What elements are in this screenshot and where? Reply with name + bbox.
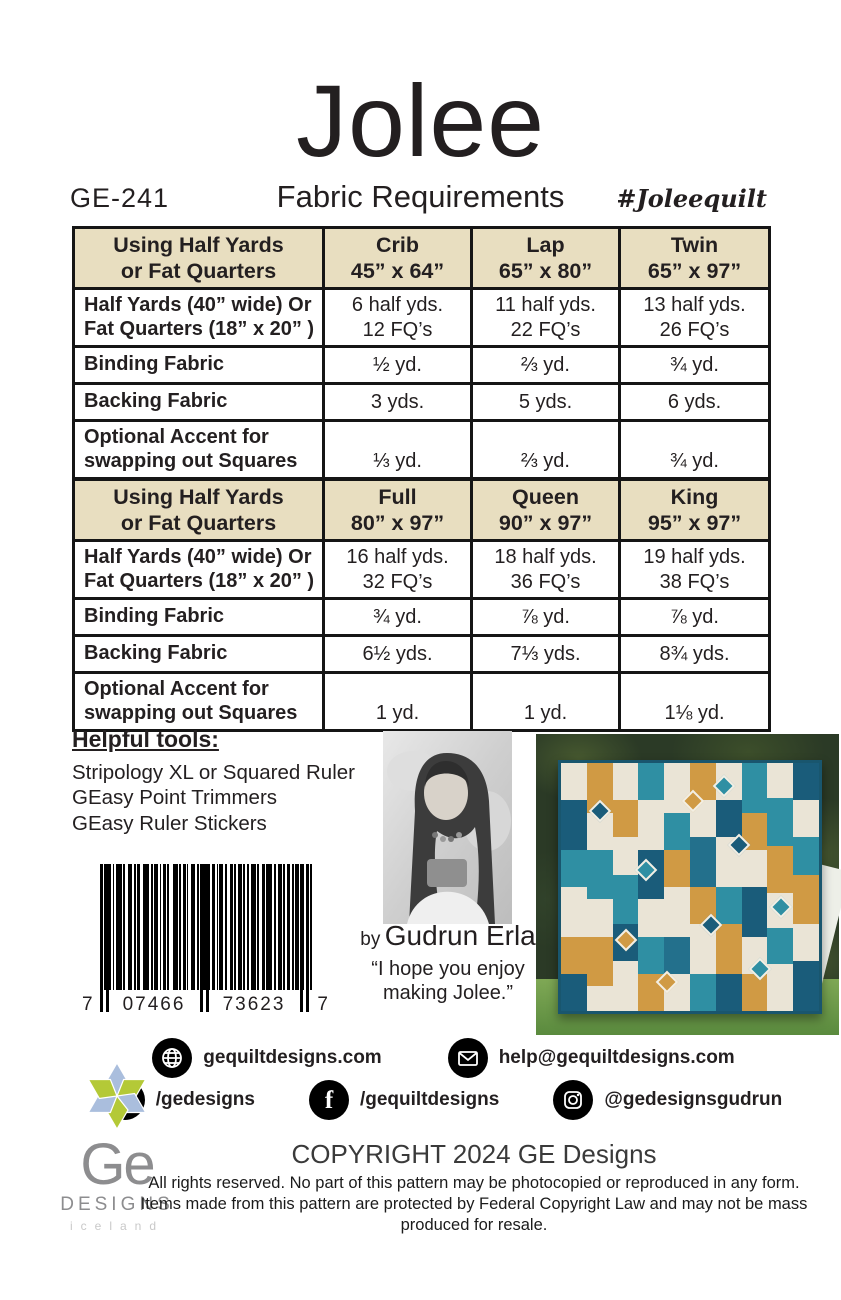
size-header-king: King 95” x 97”	[618, 478, 771, 542]
fabric-table-full-queen-king: Using Half Yards or Fat Quarters Full 80” …	[72, 478, 771, 733]
table-row: Optional Accent for swapping out Squares …	[72, 419, 771, 481]
instagram-icon	[553, 1080, 594, 1120]
table-row: Optional Accent for swapping out Squares …	[72, 671, 771, 733]
page-subtitle: Fabric Requirements	[276, 179, 565, 214]
barcode-bars	[100, 864, 312, 990]
quilt-strips	[558, 760, 822, 1014]
tool-item: Stripology XL or Squared Ruler	[72, 761, 355, 784]
barcode-guard	[306, 864, 309, 1012]
barcode-guard	[200, 864, 203, 1012]
contact-row: gequiltdesigns.com help@gequiltdesigns.c…	[0, 1038, 841, 1078]
ge-designs-logo: Ge DESIGNS iceland	[50, 1058, 184, 1233]
table-row: Half Yards (40” wide) Or Fat Quarters (18…	[72, 286, 771, 349]
barcode-digit: 7	[82, 994, 95, 1015]
size-header-lap: Lap 65” x 80”	[470, 226, 621, 290]
byline-by: by	[360, 929, 381, 950]
instagram-handle: @gedesignsgudrun	[604, 1089, 783, 1110]
instagram-item: @gedesignsgudrun	[553, 1080, 782, 1120]
size-header-twin: Twin 65” x 97”	[618, 226, 771, 290]
byline: by Gudrun Erla	[352, 920, 544, 952]
facebook-handle: /gequiltdesigns	[359, 1089, 500, 1110]
barcode-digit: 73623	[212, 992, 296, 1016]
size-header-full: Full 80” x 97”	[322, 478, 473, 542]
facebook-icon: f	[308, 1080, 349, 1120]
designer-quote: “I hope you enjoy making Jolee.”	[371, 958, 525, 1005]
tool-item: GEasy Point Trimmers	[72, 786, 278, 810]
quilt-photo	[536, 734, 841, 1035]
table-row: Half Yards (40” wide) Or Fat Quarters (18…	[72, 538, 771, 601]
barcode-guard	[106, 864, 109, 1012]
helpful-tools-section: Helpful tools: Stripology XL or Squared …	[72, 726, 355, 836]
designer-name: Gudrun Erla	[384, 920, 536, 951]
portrait-illustration	[383, 731, 512, 924]
table-row: Backing Fabric 3 yds. 5 yds. 6 yds.	[72, 382, 771, 423]
tool-item: GEasy Ruler Stickers	[72, 811, 267, 835]
table-row: Backing Fabric 6½ yds. 7⅓ yds. 8¾ yds.	[72, 634, 771, 675]
page-title: Jolee	[296, 64, 545, 178]
upc-barcode: 7 07466 73623 7	[82, 864, 328, 1016]
barcode-digit: 07466	[112, 992, 196, 1016]
barcode-digit: 7	[317, 994, 330, 1015]
table-header-row: Using Half Yards or Fat Quarters Full 80” …	[72, 478, 771, 542]
table-row: Binding Fabric ½ yd. ⅔ yd. ¾ yd.	[72, 345, 771, 386]
table-row: Binding Fabric ¾ yd. ⅞ yd. ⅞ yd.	[72, 597, 771, 638]
youtube-handle: /gedesigns	[155, 1089, 255, 1110]
logo-country-text: iceland	[69, 1219, 165, 1234]
globe-icon	[152, 1038, 193, 1078]
email-item: help@gequiltdesigns.com	[447, 1038, 735, 1078]
logo-ge-text: Ge	[80, 1132, 155, 1197]
pattern-number: GE-241	[70, 183, 170, 213]
corner-header: Using Half Yards or Fat Quarters	[72, 226, 325, 290]
hashtag: #Joleequilt	[616, 184, 767, 213]
logo-designs-text: DESIGNS	[60, 1194, 174, 1216]
helpful-tools-title: Helpful tools:	[72, 726, 219, 752]
logo-star-icon	[87, 1061, 147, 1131]
fabric-table-crib-lap-twin: Using Half Yards or Fat Quarters Crib 45” …	[72, 226, 771, 481]
copyright-section: COPYRIGHT 2024 GE Designs All rights res…	[128, 1139, 820, 1236]
size-header-crib: Crib 45” x 64”	[322, 226, 473, 290]
barcode-guard	[206, 864, 209, 1012]
website-item: gequiltdesigns.com	[152, 1038, 382, 1078]
corner-header: Using Half Yards or Fat Quarters	[72, 478, 325, 542]
designer-portrait-photo	[383, 731, 512, 924]
size-header-queen: Queen 90” x 97”	[470, 478, 621, 542]
copyright-body: All rights reserved. No part of this pat…	[140, 1174, 808, 1234]
email-text: help@gequiltdesigns.com	[498, 1047, 735, 1068]
barcode-guard	[100, 864, 103, 1012]
table-header-row: Using Half Yards or Fat Quarters Crib 45” …	[72, 226, 771, 290]
website-text: gequiltdesigns.com	[203, 1047, 382, 1068]
facebook-item: f /gequiltdesigns	[308, 1080, 500, 1120]
email-icon	[447, 1038, 488, 1078]
barcode-guard	[300, 864, 303, 1012]
copyright-title: COPYRIGHT 2024 GE Designs	[291, 1139, 657, 1169]
